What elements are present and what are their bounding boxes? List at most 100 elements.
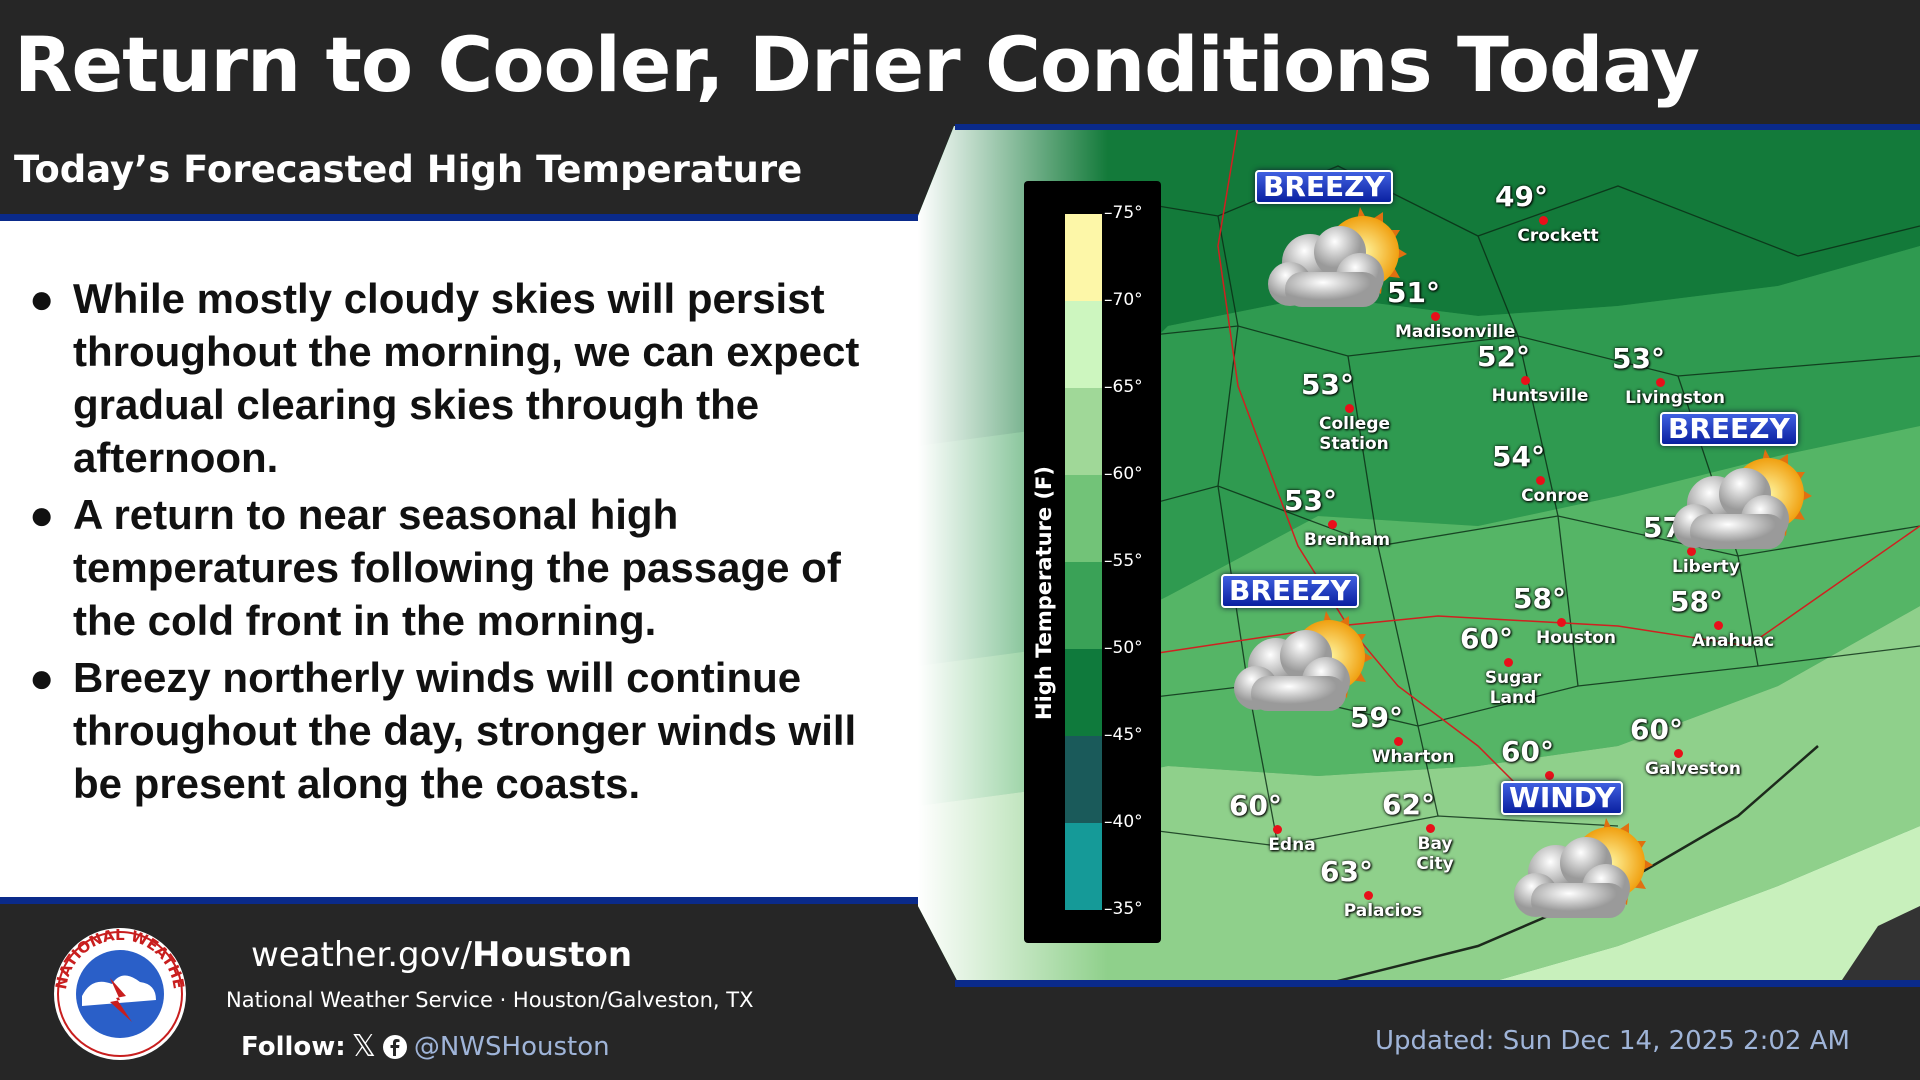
subtitle-bar xyxy=(0,128,940,220)
divider xyxy=(0,214,920,221)
city-name: Galveston xyxy=(1645,759,1741,779)
facebook-icon[interactable] xyxy=(382,1034,408,1060)
office-name: National Weather Service · Houston/Galve… xyxy=(226,988,754,1012)
city-name: Palacios xyxy=(1343,901,1423,921)
city-temperature: 53° xyxy=(1612,342,1665,375)
city-name: Liberty xyxy=(1672,557,1740,577)
city-name: Livingston xyxy=(1625,388,1725,408)
legend-tick: –50° xyxy=(1104,638,1143,658)
website-link[interactable]: weather.gov/Houston xyxy=(251,935,633,975)
bullet-item: ● Breezy northerly winds will continue th… xyxy=(25,651,905,810)
city-name: Sugar Land xyxy=(1484,668,1542,708)
windy-badge: WINDY xyxy=(1501,781,1624,815)
city-name: Crockett xyxy=(1517,226,1599,246)
bullet-icon: ● xyxy=(29,654,55,701)
city-dot xyxy=(1394,737,1403,746)
social-handle[interactable]: @NWSHouston xyxy=(413,1031,610,1062)
legend-band xyxy=(1065,823,1102,910)
bullet-item: ● While mostly cloudy skies will persist … xyxy=(25,272,905,484)
city-name: Edna xyxy=(1268,835,1316,855)
divider xyxy=(955,980,1920,987)
city-name: Bay City xyxy=(1416,834,1454,874)
breezy-badge: BREEZY xyxy=(1221,574,1359,608)
city-temperature: 51° xyxy=(1387,276,1440,309)
text-panel xyxy=(0,221,940,900)
legend-tick: –60° xyxy=(1104,464,1143,484)
legend-tick: –45° xyxy=(1104,725,1143,745)
city-dot xyxy=(1504,658,1513,667)
partly-cloudy-icon xyxy=(1673,449,1812,549)
city-temperature: 63° xyxy=(1320,855,1373,888)
city-dot xyxy=(1273,825,1282,834)
legend-band xyxy=(1065,214,1102,301)
bullet-icon: ● xyxy=(29,491,55,538)
legend-tick: –35° xyxy=(1104,899,1143,919)
city-dot xyxy=(1656,378,1665,387)
legend-title: High Temperature (F) xyxy=(1032,466,1056,720)
city-temperature: 54° xyxy=(1492,440,1545,473)
city-temperature: 60° xyxy=(1229,789,1282,822)
breezy-badge: BREEZY xyxy=(1660,412,1798,446)
updated-timestamp: Updated: Sun Dec 14, 2025 2:02 AM xyxy=(1375,1026,1850,1056)
legend-band xyxy=(1065,736,1102,823)
city-temperature: 60° xyxy=(1460,622,1513,655)
legend-tick: –55° xyxy=(1104,551,1143,571)
city-temperature: 59° xyxy=(1350,701,1403,734)
divider xyxy=(955,124,1920,130)
city-dot xyxy=(1714,621,1723,630)
bullet-item: ● A return to near seasonal high temperat… xyxy=(25,488,905,647)
city-dot xyxy=(1674,749,1683,758)
city-temperature: 60° xyxy=(1630,713,1683,746)
city-name: Houston xyxy=(1535,628,1617,648)
city-temperature: 53° xyxy=(1284,484,1337,517)
legend-tick: –75° xyxy=(1104,203,1143,223)
city-name: College Station xyxy=(1319,414,1391,454)
bullet-list: ● While mostly cloudy skies will persist … xyxy=(25,272,905,814)
city-dot xyxy=(1557,618,1566,627)
city-dot xyxy=(1545,771,1554,780)
city-dot xyxy=(1328,520,1337,529)
legend-band xyxy=(1065,388,1102,475)
follow-row: Follow: 𝕏 @NWSHouston xyxy=(241,1029,610,1064)
legend-tick: –70° xyxy=(1104,290,1143,310)
city-dot xyxy=(1431,312,1440,321)
x-icon[interactable]: 𝕏 xyxy=(351,1029,376,1064)
city-name: Madisonville xyxy=(1395,322,1516,342)
legend-tick: –65° xyxy=(1104,377,1143,397)
follow-label: Follow: xyxy=(241,1031,346,1062)
bullet-icon: ● xyxy=(29,275,55,322)
city-name: Conroe xyxy=(1521,486,1589,506)
legend-band xyxy=(1065,301,1102,388)
temperature-legend: High Temperature (F) –75° –70° –65° –60° –55… xyxy=(1024,181,1161,943)
city-name: Anahuac xyxy=(1691,631,1775,651)
city-temperature: 53° xyxy=(1301,368,1354,401)
partly-cloudy-icon xyxy=(1268,207,1407,307)
city-name: Wharton xyxy=(1371,747,1455,767)
legend-band xyxy=(1065,649,1102,736)
page-title: Return to Cooler, Drier Conditions Today xyxy=(14,20,1700,109)
subtitle: Today’s Forecasted High Temperature xyxy=(14,148,803,191)
divider xyxy=(0,897,940,904)
city-name: Brenham xyxy=(1303,530,1391,550)
city-dot xyxy=(1536,476,1545,485)
city-temperature: 58° xyxy=(1513,582,1566,615)
legend-tick: –40° xyxy=(1104,812,1143,832)
partly-cloudy-icon xyxy=(1514,818,1653,918)
map-regions xyxy=(918,126,1920,986)
legend-band xyxy=(1065,562,1102,649)
city-dot xyxy=(1345,404,1354,413)
partly-cloudy-icon xyxy=(1234,611,1373,711)
city-dot xyxy=(1426,824,1435,833)
legend-band xyxy=(1065,475,1102,562)
nws-logo: NATIONAL WEATHER SERVICE xyxy=(52,926,188,1060)
city-dot xyxy=(1687,547,1696,556)
city-dot xyxy=(1364,891,1373,900)
city-temperature: 49° xyxy=(1495,180,1548,213)
city-temperature: 52° xyxy=(1477,340,1530,373)
city-temperature: 62° xyxy=(1382,788,1435,821)
city-dot xyxy=(1521,376,1530,385)
breezy-badge: BREEZY xyxy=(1255,170,1393,204)
city-dot xyxy=(1539,216,1548,225)
city-temperature: 58° xyxy=(1670,585,1723,618)
city-name: Huntsville xyxy=(1491,386,1589,406)
